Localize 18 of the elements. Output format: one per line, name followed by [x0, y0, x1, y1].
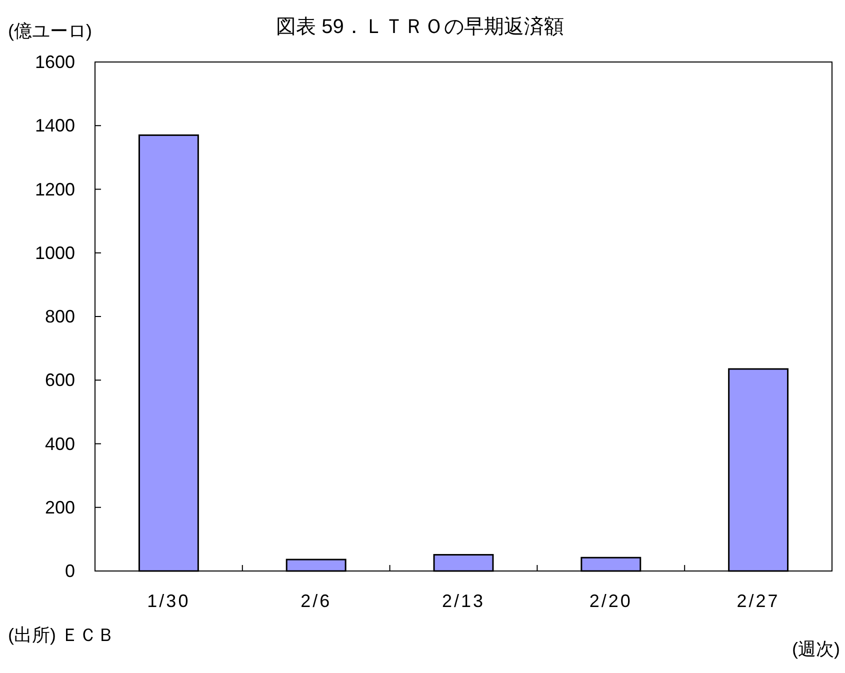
y-tick-label: 1600	[34, 52, 75, 72]
y-tick-label: 600	[44, 370, 75, 390]
y-tick-label: 1000	[34, 242, 75, 263]
x-tick-label: 1/30	[147, 591, 190, 611]
y-tick-label: 400	[44, 434, 75, 454]
x-tick-label: 2/20	[589, 591, 632, 611]
x-tick-label: 2/13	[442, 591, 486, 611]
y-tick-label: 0	[64, 561, 75, 581]
chart-title: 図表 59．ＬＴＲＯの早期返済額	[276, 16, 564, 38]
y-tick-label: 1200	[34, 179, 75, 200]
y-tick-label: 1400	[34, 116, 75, 136]
y-tick-label: 800	[44, 306, 75, 326]
y-tick-label: 200	[44, 497, 75, 518]
x-tick-label: 2/6	[300, 591, 332, 611]
x-tick-label: 2/27	[736, 591, 780, 611]
x-axis-title: (週次)	[792, 639, 840, 659]
y-axis-title: (億ユーロ)	[8, 21, 92, 41]
text: (出所) ＥＣＢ	[8, 625, 115, 645]
